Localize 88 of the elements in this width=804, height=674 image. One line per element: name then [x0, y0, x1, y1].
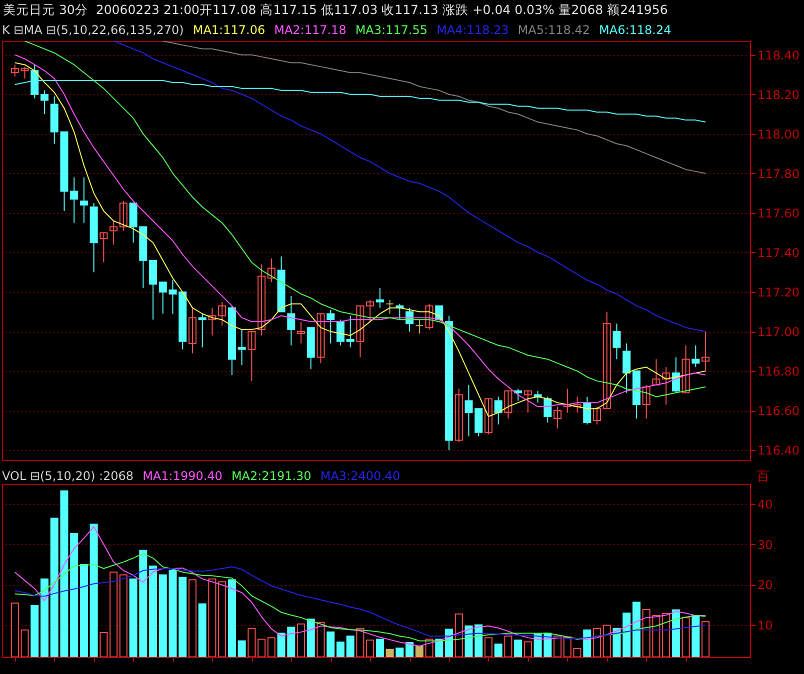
text: MA6:118.24 — [599, 23, 672, 37]
candlestick — [356, 305, 364, 358]
candlestick — [218, 301, 226, 326]
candlestick — [100, 232, 108, 263]
chart-title: 美元日元 30分 — [3, 2, 88, 17]
line-series — [14, 553, 706, 642]
candlestick — [248, 331, 256, 382]
candlestick — [149, 260, 158, 320]
y-tick-label: 30 — [758, 538, 773, 552]
y-tick-label: 10 — [758, 618, 773, 632]
candlestick — [415, 319, 424, 334]
line-series — [162, 41, 706, 174]
candlestick — [208, 307, 216, 336]
candlestick — [484, 398, 492, 435]
line-series — [14, 526, 706, 647]
candlestick — [20, 66, 29, 80]
candlestick — [158, 282, 167, 314]
text: MA2:2191.30 — [231, 469, 312, 483]
text: MA3:2400.40 — [320, 469, 400, 483]
y-tick-label: 116.80 — [758, 364, 800, 379]
y-tick-label: 118.40 — [758, 48, 800, 62]
legend-title: VOL ⊟(5,10,20) :2068 — [2, 469, 134, 483]
candlestick — [583, 396, 592, 425]
text: MA5:118.42 — [518, 23, 590, 37]
y-tick-label: 117.20 — [758, 286, 800, 300]
candlestick — [119, 200, 128, 232]
candlestick — [336, 319, 344, 346]
candlestick — [464, 384, 473, 437]
line-series — [14, 566, 706, 639]
candlestick — [642, 384, 650, 419]
y-tick-label: 117.40 — [758, 246, 800, 260]
candlestick — [612, 323, 621, 360]
candlestick — [70, 176, 78, 224]
candlestick — [80, 176, 88, 224]
text: MA3:117.55 — [355, 23, 428, 37]
candlestick — [346, 315, 354, 348]
candlestick — [692, 344, 700, 368]
text: MA4:118.23 — [436, 23, 509, 37]
y-tick-label: 40 — [758, 498, 773, 512]
candlestick — [287, 295, 296, 346]
candlestick — [10, 64, 19, 78]
legend-title: K ⊟MA ⊟(5,10,22,66,135,270) — [2, 23, 184, 37]
candlestick — [563, 388, 572, 414]
candlestick — [573, 396, 582, 414]
candlestick — [40, 90, 48, 115]
candlestick — [110, 220, 118, 246]
y-tick-label: 116.60 — [758, 404, 800, 418]
candlestick — [544, 396, 552, 423]
y-tick-label: 20 — [758, 578, 773, 592]
y-tick-label: 118.20 — [758, 88, 800, 102]
candlestick — [702, 331, 710, 372]
candlestick — [326, 309, 335, 344]
candlestick — [494, 396, 502, 425]
chart-subtitle: 20060223 21:00开117.08 高117.15 低117.03 收117.13 涨跌 +0.04 0.03% 量2068 额241956 — [96, 2, 668, 17]
candlestick — [316, 313, 325, 364]
candlestick — [238, 329, 246, 366]
y-tick-label: 117.60 — [758, 206, 800, 220]
candlestick — [602, 311, 611, 410]
y-tick-label: 118.00 — [758, 127, 800, 142]
candlestick — [258, 264, 266, 336]
candlestick — [198, 313, 206, 348]
candlestick — [554, 406, 562, 429]
candlestick — [514, 388, 522, 402]
candlestick — [474, 408, 483, 437]
candlestick — [593, 406, 602, 425]
y-tick-label: 116.40 — [758, 444, 800, 458]
candlestick — [652, 358, 660, 386]
y-tick-label: 117.80 — [758, 166, 800, 181]
candlestick — [188, 307, 196, 354]
candlestick — [454, 388, 463, 443]
text: MA2:117.18 — [274, 23, 346, 37]
candlestick — [267, 258, 276, 283]
y-axis-title: 百 — [756, 470, 770, 484]
candlestick — [297, 321, 306, 344]
candlestick — [425, 303, 434, 330]
text: MA1:1990.40 — [142, 469, 222, 483]
candlestick — [672, 356, 680, 394]
candlestick — [366, 299, 374, 322]
candlestick — [662, 366, 670, 406]
candlestick — [622, 342, 631, 394]
line-series — [113, 41, 706, 332]
candlestick — [376, 288, 384, 308]
candlestick — [386, 299, 394, 314]
candlestick — [524, 390, 532, 414]
y-tick-label: 117.00 — [758, 325, 800, 340]
candlestick — [504, 390, 512, 419]
text: MA1:117.06 — [192, 23, 266, 37]
candlestick — [682, 344, 690, 394]
